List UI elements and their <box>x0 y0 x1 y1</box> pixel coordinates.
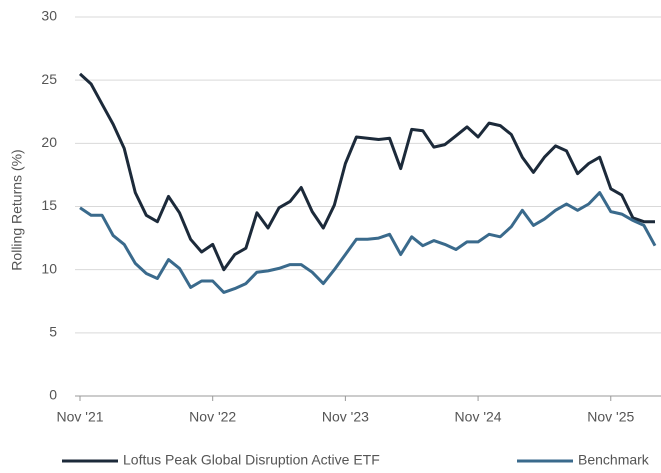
y-tick-label: 5 <box>49 324 57 340</box>
x-tick-label: Nov '24 <box>455 409 502 425</box>
x-tick-label: Nov '22 <box>189 409 236 425</box>
y-tick-label: 25 <box>41 71 57 87</box>
x-tick-label: Nov '21 <box>56 409 103 425</box>
y-axis-label: Rolling Returns (%) <box>9 149 25 270</box>
y-tick-label: 0 <box>49 387 57 403</box>
y-tick-label: 10 <box>41 260 57 276</box>
series-line <box>79 191 657 294</box>
legend-label: Loftus Peak Global Disruption Active ETF <box>123 452 380 468</box>
y-tick-label: 15 <box>41 197 57 213</box>
legend-label: Benchmark <box>578 452 650 468</box>
y-tick-label: 20 <box>41 134 57 150</box>
y-tick-label: 30 <box>41 8 57 24</box>
series-line <box>78 72 655 272</box>
x-tick-label: Nov '23 <box>322 409 369 425</box>
x-tick-label: Nov '25 <box>587 409 634 425</box>
